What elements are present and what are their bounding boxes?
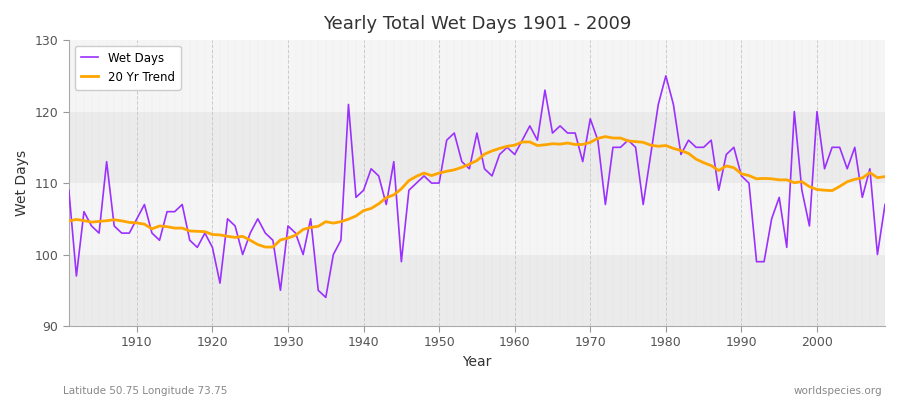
Y-axis label: Wet Days: Wet Days bbox=[15, 150, 29, 216]
20 Yr Trend bbox=[600, 134, 611, 139]
20 Yr Trend bbox=[517, 140, 527, 144]
20 Yr Trend bbox=[509, 143, 520, 148]
20 Yr Trend bbox=[343, 217, 354, 222]
20 Yr Trend bbox=[260, 245, 271, 250]
Wet Days bbox=[290, 231, 301, 236]
20 Yr Trend bbox=[298, 227, 309, 232]
Wet Days bbox=[63, 188, 74, 193]
Line: Wet Days: Wet Days bbox=[68, 76, 885, 298]
Wet Days bbox=[320, 295, 331, 300]
20 Yr Trend bbox=[615, 136, 626, 140]
Wet Days bbox=[608, 145, 618, 150]
Text: worldspecies.org: worldspecies.org bbox=[794, 386, 882, 396]
Wet Days bbox=[343, 102, 354, 107]
Bar bbox=[68, 112, 885, 183]
Text: Latitude 50.75 Longitude 73.75: Latitude 50.75 Longitude 73.75 bbox=[63, 386, 228, 396]
Bar bbox=[68, 183, 885, 254]
Bar bbox=[68, 40, 885, 112]
X-axis label: Year: Year bbox=[463, 355, 491, 369]
Title: Yearly Total Wet Days 1901 - 2009: Yearly Total Wet Days 1901 - 2009 bbox=[323, 15, 631, 33]
20 Yr Trend bbox=[124, 220, 135, 225]
Wet Days bbox=[661, 74, 671, 78]
Bar bbox=[68, 254, 885, 326]
Wet Days bbox=[509, 152, 520, 157]
Wet Days bbox=[124, 231, 135, 236]
Legend: Wet Days, 20 Yr Trend: Wet Days, 20 Yr Trend bbox=[75, 46, 181, 90]
20 Yr Trend bbox=[879, 174, 890, 179]
Wet Days bbox=[879, 202, 890, 207]
Line: 20 Yr Trend: 20 Yr Trend bbox=[68, 137, 885, 247]
20 Yr Trend bbox=[63, 218, 74, 223]
Wet Days bbox=[517, 138, 527, 142]
